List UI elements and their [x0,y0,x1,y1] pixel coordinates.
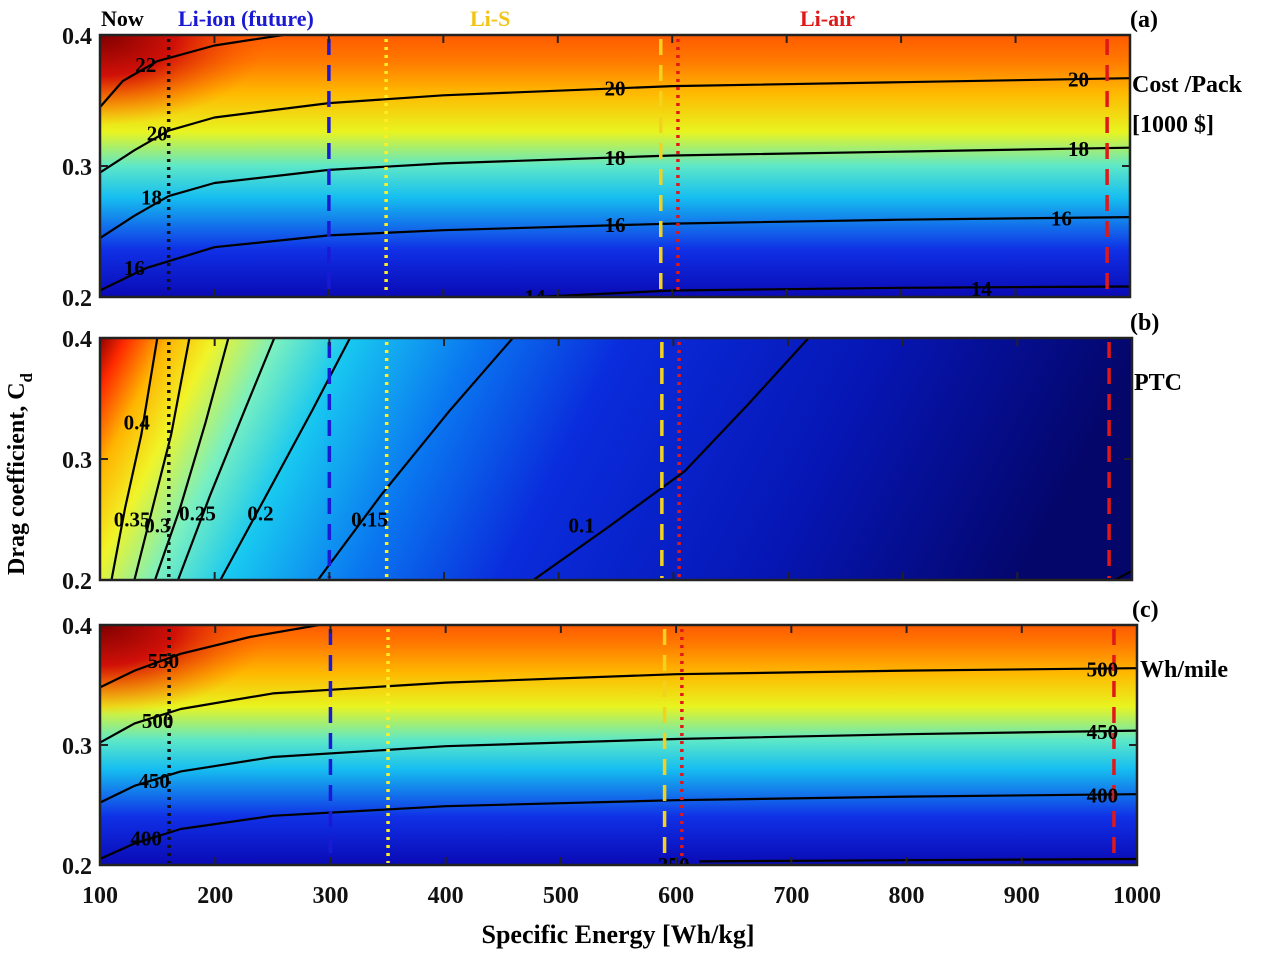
x-tick-label: 400 [428,883,464,909]
x-tick-label: 800 [889,883,925,909]
x-tick-label: 700 [773,883,809,909]
x-tick-label: 900 [1004,883,1040,909]
contour-line-c-450 [100,729,1137,804]
x-tick-label: 500 [543,883,579,909]
x-tick-label: 100 [82,883,118,909]
contour-label-a: 16 [1051,206,1072,230]
contour-label-b: 0.1 [568,514,594,538]
y-tick-label-c: 0.3 [62,734,92,760]
y-axis-title-main: Drag coefficient, C [4,382,30,575]
contour-label-a: 14 [971,277,993,301]
contour-line-c-400 [100,793,1137,861]
contour-label-a: 14 [524,285,546,309]
contour-label-c: 450 [1087,720,1119,744]
contour-label-bg [1148,539,1198,561]
y-tick-label-c: 0.4 [62,614,92,640]
contour-label-b: 0.35 [114,508,151,532]
contour-label-b: 0.4 [124,411,151,435]
contour-label-b: 0.15 [351,508,388,532]
y-tick-label-b: 0.3 [62,448,92,474]
panel-b-letter: (b) [1130,310,1159,336]
contour-line-b-0.1 [532,338,810,580]
contour-line-b-0.15 [317,338,514,580]
contour-label-a: 20 [605,77,626,101]
y-tick-label-a: 0.3 [62,155,92,181]
battery-technology-labels: Now Li-ion (future) Li-S Li-air [101,6,855,31]
contour-label-a: 22 [135,53,156,77]
contour-line-c-500 [100,667,1137,744]
contour-label-b: 0.2 [247,501,273,525]
x-tick-label: 600 [658,883,694,909]
panel-b-side-label: PTC [1134,370,1182,396]
panel-a-letter: (a) [1130,7,1158,33]
y-tick-label-b: 0.2 [62,569,92,595]
label-li-s: Li-S [470,6,510,31]
contour-label-c: 400 [130,827,162,851]
contour-line-a-22 [100,35,284,108]
contour-line-c-550 [100,625,320,689]
y-tick-label-a: 0.4 [62,24,92,50]
contour-label-a: 18 [1068,137,1089,161]
contour-label-c: 350 [658,853,690,877]
panel-b-colormap [100,338,1132,580]
contour-label-a: 18 [141,185,162,209]
label-li-ion-future: Li-ion (future) [178,6,314,31]
y-axis-title-subscript: d [17,372,36,382]
contour-label-b: 0.05 [1155,538,1192,562]
x-axis-title: Specific Energy [Wh/kg] [482,920,755,949]
contour-label-c: 500 [1087,657,1119,681]
panel-a: 14 14 16 16 16 18 18 18 20 20 20 22 [98,33,1132,309]
contour-line-b-0.35 [133,338,191,580]
contour-label-c: 500 [142,709,174,733]
y-tick-label-b: 0.4 [62,327,92,353]
panel-c-side-label: Wh/mile [1140,657,1228,683]
axes-ticks: 0.2 0.3 0.4 0.2 0.3 0.4 0.2 0.3 0.4 100 200 300 400 5… [62,24,1161,909]
panel-a-side-label-line-1: Cost /Pack [1132,72,1243,98]
panel-b: 0.4 0.350.3 0.25 0.2 0.15 0.1 0.05 [98,336,1198,582]
contour-label-c: 400 [1087,783,1119,807]
panel-c: 350 400 400 450 450 500 500 550 [98,623,1139,877]
panel-c-letter: (c) [1132,597,1159,623]
y-tick-label-a: 0.2 [62,286,92,312]
contour-label-c: 450 [138,769,170,793]
x-tick-label: 300 [312,883,348,909]
panel-c-hot-corner [100,625,1137,865]
contour-label-c: 550 [148,649,180,673]
contour-label-a: 16 [605,213,626,237]
contour-line-b-0.25 [176,338,276,580]
contour-label-b: 0.25 [179,501,216,525]
x-tick-label: 1000 [1113,883,1161,909]
y-tick-label-c: 0.2 [62,854,92,880]
label-now: Now [101,6,144,31]
contour-label-a: 18 [605,146,626,170]
contour-label-a: 20 [147,121,168,145]
x-tick-label: 200 [197,883,233,909]
label-li-air: Li-air [800,6,855,31]
panel-a-side-label-line-2: [1000 $] [1132,112,1214,138]
y-axis-title: Drag coefficient, Cd [4,372,36,575]
contour-line-b-0.05 [1114,569,1132,580]
contour-label-a: 16 [124,256,145,280]
panel-a-hot-corner [100,35,1130,297]
contour-label-b: 0.3 [144,514,170,538]
contour-line-b-0.4 [110,338,159,580]
contour-label-a: 20 [1068,68,1089,92]
